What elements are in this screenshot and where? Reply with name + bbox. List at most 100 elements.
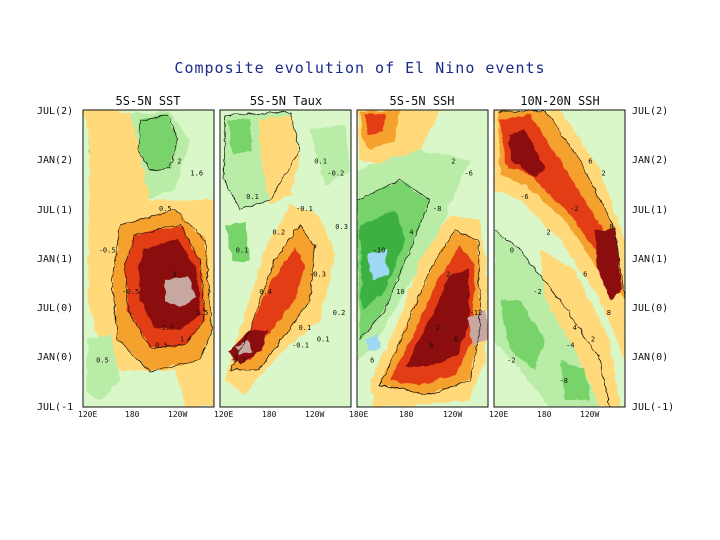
contour-label-ssh_north-4: 8 <box>607 309 611 317</box>
xtick-ssh-eq-180e: 180E <box>349 410 368 419</box>
right-axis: JUL(2) JAN(2) JUL(1) JAN(1) JUL(0) JAN(0… <box>632 106 674 413</box>
contour-label-taux-12: 0.3 <box>335 223 348 231</box>
contour-sst-3 <box>137 114 179 171</box>
left-tick-jul2: JUL(2) <box>37 106 73 117</box>
xtick-sst-180: 180 <box>125 410 140 419</box>
contour-label-ssh_eq-2: -8 <box>433 205 441 213</box>
left-tick-jan0: JAN(0) <box>37 352 73 363</box>
panel-title-ssh-north: 10N-20N SSH <box>520 94 599 108</box>
ssh-eq-extreme-region <box>468 310 488 345</box>
contour-sst-2 <box>124 224 206 349</box>
x-axis-taux: 120E 180 120W <box>214 410 324 419</box>
x-axis-sst: 120E 180 120W <box>78 410 187 419</box>
xtick-taux-120w: 120W <box>305 410 324 419</box>
right-tick-jan1: JAN(1) <box>632 254 668 265</box>
right-tick-jul2: JUL(2) <box>632 106 668 117</box>
frame-taux <box>219 109 352 408</box>
contour-ssh-eq-2 <box>379 229 481 396</box>
contour-label-ssh_eq-4: -12 <box>470 309 483 317</box>
contour-label-taux-2: -0.1 <box>296 205 313 213</box>
contour-ssh-eq-1 <box>357 179 431 341</box>
contour-label-taux-1: -0.2 <box>327 169 344 177</box>
ssh-north-negative-region-2 <box>560 360 590 400</box>
sst-extreme-region <box>165 276 195 308</box>
right-tick-jan0: JAN(0) <box>632 352 668 363</box>
right-tick-jan2: JAN(2) <box>632 155 668 166</box>
left-tick-jul-1: JUL(-1 <box>37 402 73 413</box>
right-tick-jul-1: JUL(-1) <box>632 402 674 413</box>
contour-taux-2 <box>223 111 301 211</box>
right-tick-jul0: JUL(0) <box>632 303 668 314</box>
xtick-ssh-north-120w: 120W <box>580 410 599 419</box>
contour-label-ssh_eq-0: 2 <box>451 158 455 166</box>
ssh-north-very-strong-east <box>595 228 622 300</box>
contour-label-ssh_north-9: -2 <box>507 356 515 364</box>
panel-ssh-north <box>494 110 625 407</box>
x-axis-ssh-eq: 180E 180 120W <box>349 410 462 419</box>
contour-label-taux-10: 0.1 <box>299 324 312 332</box>
ssh-eq-strong-positive-top <box>365 113 385 135</box>
xtick-sst-120e: 120E <box>78 410 97 419</box>
contour-label-ssh_eq-7: 8 <box>429 342 433 350</box>
contour-ssh-north-2 <box>494 229 611 407</box>
panel-ssh-equator <box>357 110 488 407</box>
contour-label-sst-7: 0.5 <box>155 342 168 350</box>
contour-label-ssh_eq-8: 10 <box>396 288 404 296</box>
xtick-taux-120e: 120E <box>214 410 233 419</box>
right-tick-jul1: JUL(1) <box>632 205 668 216</box>
contour-ssh-north-1 <box>497 110 625 301</box>
panel-title-ssh-eq: 5S-5N SSH <box>389 94 454 108</box>
ssh-eq-min-region-2 <box>366 334 380 350</box>
contour-label-ssh_north-12: 8 <box>609 223 613 231</box>
contour-label-taux-0: 0.1 <box>314 158 327 166</box>
contour-label-taux-9: 0.3 <box>233 356 246 364</box>
panel-taux <box>220 110 351 407</box>
frame-sst <box>82 109 215 408</box>
contour-label-ssh_north-8: -2 <box>533 288 541 296</box>
taux-negative-region-2 <box>226 222 250 262</box>
left-axis: JUL(2) JAN(2) JUL(1) JAN(1) JUL(0) JAN(0… <box>37 106 73 413</box>
xtick-ssh-north-180: 180 <box>537 410 552 419</box>
ssh-north-very-strong-core <box>508 130 545 178</box>
sst-lower-weak-negative <box>86 335 120 400</box>
x-axis-ssh-north: 120E 180 120W <box>489 410 599 419</box>
contour-labels: 21.60.5-0.51.5310.5-0.50.51.50.1-0.2-0.1… <box>96 158 613 386</box>
taux-weak-positive-region <box>258 115 300 205</box>
contour-label-taux-11: 0.2 <box>272 229 285 237</box>
left-tick-jan1: JAN(1) <box>37 254 73 265</box>
contour-label-ssh_north-13: -6 <box>520 193 528 201</box>
contour-label-taux-13: 0.1 <box>246 193 259 201</box>
contour-label-ssh_eq-1: -6 <box>464 169 472 177</box>
contour-label-ssh_eq-9: 6 <box>370 356 374 364</box>
xtick-sst-120w: 120W <box>168 410 187 419</box>
contour-label-sst-10: 1.5 <box>162 324 175 332</box>
contour-label-sst-1: 1.6 <box>190 169 203 177</box>
panel-title-taux: 5S-5N Taux <box>250 94 322 108</box>
ssh-eq-min-region <box>368 250 388 280</box>
contour-label-sst-0: 2 <box>177 158 181 166</box>
taux-negative-region <box>228 118 252 155</box>
contour-label-sst-3: -0.5 <box>99 247 116 255</box>
sst-weak-positive-region-2 <box>83 110 120 138</box>
contour-taux-1 <box>229 224 316 371</box>
contour-label-ssh_north-11: 2 <box>546 229 550 237</box>
contour-label-taux-6: 0.1 <box>317 336 330 344</box>
contour-label-taux-4: 0.2 <box>333 309 346 317</box>
contour-label-ssh_north-2: -2 <box>570 205 578 213</box>
contour-label-ssh_north-7: -4 <box>566 342 574 350</box>
contour-label-ssh_north-1: 2 <box>601 169 605 177</box>
panel-title-sst: 5S-5N SST <box>115 94 180 108</box>
left-tick-jan2: JAN(2) <box>37 155 73 166</box>
left-tick-jul0: JUL(0) <box>37 303 73 314</box>
frame-ssh-north <box>493 109 626 408</box>
panel-sst <box>83 110 214 407</box>
ssh-north-negative-region <box>500 300 545 370</box>
contour-label-ssh_eq-5: 2 <box>446 270 450 278</box>
contour-label-ssh_eq-3: -10 <box>373 247 386 255</box>
contour-label-sst-8: -0.5 <box>122 288 139 296</box>
ssh-north-weak-positive-lower <box>540 250 620 407</box>
contour-label-ssh_eq-10: 2 <box>436 324 440 332</box>
contour-label-ssh_north-0: 6 <box>588 158 592 166</box>
contour-label-ssh_north-14: -8 <box>560 377 568 385</box>
